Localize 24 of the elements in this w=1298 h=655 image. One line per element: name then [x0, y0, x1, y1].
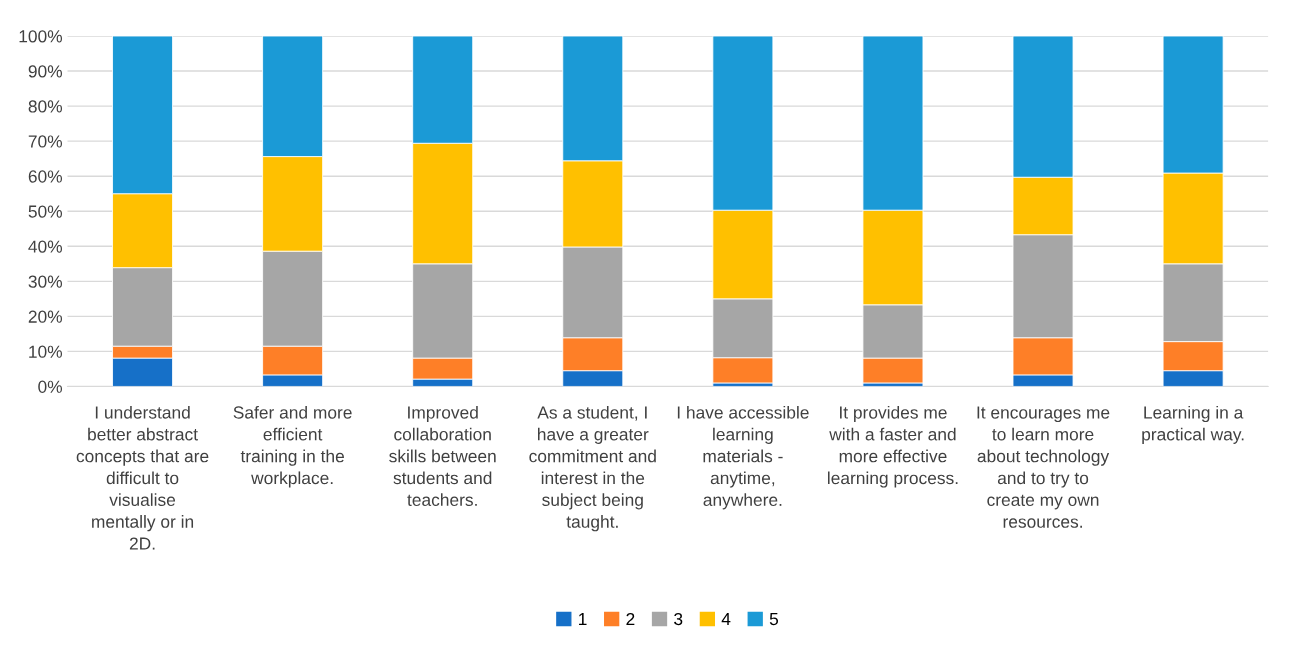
x-tick-label: As a student, I have a greater commitment and interest in the subject being taught. — [529, 405, 656, 532]
legend-label: 2 — [626, 612, 635, 625]
x-tick-label: Safer and more efficient training in the workplace. — [233, 405, 352, 488]
y-tick-label: 30% — [28, 275, 63, 288]
y-tick-label: 20% — [28, 310, 63, 323]
y-tick-label: 0% — [38, 380, 63, 393]
y-tick-label: 80% — [28, 100, 63, 113]
y-tick-label: 70% — [28, 135, 63, 148]
legend-label: 3 — [674, 612, 683, 626]
y-tick-label: 60% — [28, 170, 63, 183]
y-tick-label: 100% — [19, 30, 63, 43]
x-tick-label: I understand better abstract concepts that are difficult to visualise mentally or in 2D. — [76, 405, 209, 550]
x-tick-label: Improved collaboration skills between students and teachers. — [389, 405, 496, 507]
x-tick-label: It encourages me to learn more about technology and to try to create my own resources. — [977, 406, 1110, 528]
x-tick-label: Learning in a practical way. — [1142, 405, 1244, 444]
legend-label: 5 — [769, 613, 779, 626]
legend-label: 4 — [721, 613, 731, 625]
x-tick-label: I have accessible learning materials - anytime, anywhere. — [677, 405, 809, 510]
y-tick-label: 90% — [28, 65, 63, 78]
y-tick-label: 50% — [28, 205, 63, 218]
y-tick-label: 40% — [28, 240, 63, 253]
legend-label: 1 — [579, 613, 587, 625]
y-tick-label: 10% — [29, 345, 63, 358]
x-tick-label: It provides me with a faster and more effective learning process. — [828, 405, 958, 488]
